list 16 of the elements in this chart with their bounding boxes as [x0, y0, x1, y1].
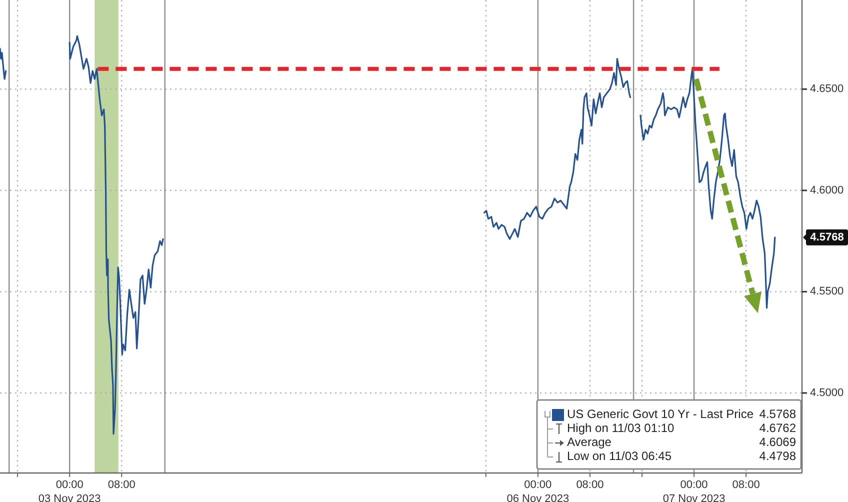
x-tick-label: 08:00: [108, 478, 136, 491]
y-tick-label: 4.5500: [810, 286, 844, 298]
y-tick-label: 4.6000: [810, 184, 844, 196]
y-tick-label: 4.6500: [810, 83, 844, 96]
annotation: 4.5768: [759, 407, 796, 422]
text: 4.5768: [810, 231, 844, 244]
x-tick-label: 08:00: [732, 478, 760, 491]
y-tick-label: 4.5000: [810, 386, 844, 399]
legend-label: US Generic Govt 10 Yr - Last Price: [567, 407, 757, 422]
x-tick-label: 00:00 06 Nov 2023: [506, 478, 570, 502]
x-tick-label: 08:00: [576, 478, 604, 491]
x-tick-label: 00:00 03 Nov 2023: [38, 478, 101, 502]
text: High on 11/03 01:10 4.6762: [567, 421, 796, 436]
text: Low on 11/03 06:45 4.4798: [567, 449, 796, 464]
x-tick-label: 00:00 07 Nov 2023: [662, 478, 726, 502]
text: Average 4.6069: [567, 435, 796, 450]
